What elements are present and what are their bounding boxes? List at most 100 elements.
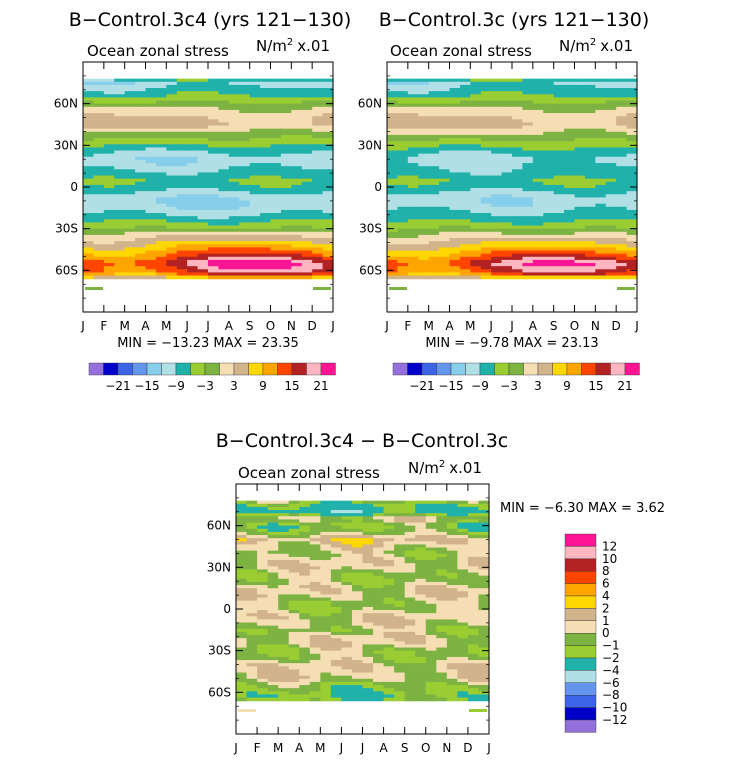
heatmap-cell <box>103 216 115 220</box>
heatmap-cell <box>155 247 167 252</box>
heatmap-cell <box>595 231 607 236</box>
heatmap-cell <box>383 625 395 630</box>
heatmap-cell <box>543 131 555 136</box>
heatmap-cell <box>457 616 469 621</box>
heatmap-cell <box>145 169 157 174</box>
panel-2-title: B−Control.3c (yrs 121−130) <box>379 9 650 31</box>
heatmap-cell <box>553 256 565 261</box>
heatmap-cell <box>312 197 324 202</box>
heatmap-cell <box>626 153 638 158</box>
heatmap-cell <box>407 191 419 195</box>
heatmap-cell <box>373 635 385 639</box>
heatmap-cell <box>501 147 513 152</box>
heatmap-cell <box>407 272 419 277</box>
heatmap-cell <box>176 269 188 274</box>
heatmap-cell <box>166 106 178 111</box>
heatmap-cell <box>291 153 303 158</box>
heatmap-cell <box>93 178 105 183</box>
heatmap-cell <box>228 253 240 258</box>
heatmap-cell <box>301 153 313 158</box>
heatmap-cell <box>124 203 136 208</box>
heatmap-cell <box>257 669 269 674</box>
heatmap-cell <box>512 144 524 149</box>
heatmap-cell <box>394 541 406 546</box>
heatmap-cell <box>155 141 167 145</box>
heatmap-cell <box>428 163 440 167</box>
heatmap-cell <box>246 531 258 536</box>
heatmap-cell <box>383 691 395 696</box>
heatmap-cell <box>103 122 115 127</box>
heatmap-cell <box>605 122 617 127</box>
heatmap-cell <box>425 538 437 542</box>
heatmap-cell <box>383 660 395 664</box>
heatmap-cell <box>394 647 406 652</box>
heatmap-cell <box>280 106 292 111</box>
heatmap-cell <box>512 178 524 183</box>
heatmap-cell <box>605 134 617 139</box>
heatmap-cell <box>480 194 492 199</box>
heatmap-cell <box>501 109 513 114</box>
heatmap-cell <box>428 175 440 180</box>
heatmap-cell <box>616 225 628 230</box>
heatmap-cell <box>584 234 596 239</box>
heatmap-cell <box>166 269 178 274</box>
heatmap-cell <box>491 241 503 245</box>
heatmap-cell <box>564 116 576 120</box>
heatmap-cell <box>501 141 513 145</box>
heatmap-cell <box>428 156 440 161</box>
heatmap-cell <box>373 588 385 592</box>
heatmap-cell <box>288 685 300 689</box>
heatmap-cell <box>595 128 607 133</box>
heatmap-cell <box>239 269 251 274</box>
heatmap-cell <box>246 619 258 624</box>
heatmap-cell <box>616 141 628 145</box>
heatmap-cell <box>239 84 251 89</box>
heatmap-cell <box>239 153 251 158</box>
heatmap-cell <box>270 219 282 224</box>
heatmap-cell <box>470 216 482 220</box>
heatmap-cell <box>291 141 303 145</box>
heatmap-cell <box>257 556 269 561</box>
heatmap-cell <box>322 147 334 152</box>
heatmap-cell <box>291 144 303 149</box>
heatmap-cell <box>449 134 461 139</box>
heatmap-cell <box>135 175 147 180</box>
heatmap-cell <box>166 147 178 152</box>
heatmap-cell <box>176 234 188 239</box>
heatmap-cell <box>260 244 272 249</box>
heatmap-cell <box>574 206 586 211</box>
heatmap-cell <box>574 97 586 102</box>
heatmap-cell <box>467 685 480 689</box>
heatmap-cell <box>574 238 586 242</box>
heatmap-cell <box>478 547 490 552</box>
heatmap-cell <box>208 275 220 280</box>
heatmap-cell <box>124 88 136 92</box>
heatmap-cell <box>491 128 503 133</box>
colorbar-swatch <box>103 362 119 376</box>
heatmap-cell <box>187 128 199 133</box>
heatmap-cell <box>270 178 282 183</box>
heatmap-cell <box>397 116 409 120</box>
heatmap-cell <box>145 81 157 86</box>
heatmap-cell <box>404 563 416 567</box>
heatmap-cell <box>418 113 430 117</box>
heatmap-cell <box>288 650 300 655</box>
heatmap-cell <box>267 588 279 592</box>
heatmap-cell <box>291 113 303 117</box>
heatmap-cell <box>228 244 240 249</box>
heatmap-cell <box>404 625 416 630</box>
heatmap-cell <box>135 138 147 142</box>
heatmap-cell <box>280 219 292 224</box>
heatmap-cell <box>218 197 230 202</box>
heatmap-cell <box>197 206 209 211</box>
heatmap-cell <box>228 256 240 261</box>
heatmap-cell <box>626 138 638 142</box>
colorbar-swatch <box>132 362 148 376</box>
heatmap-cell <box>397 253 409 258</box>
heatmap-cell <box>312 200 324 205</box>
heatmap-cell <box>301 106 313 111</box>
heatmap-cell <box>83 225 95 230</box>
heatmap-cell <box>459 169 471 174</box>
heatmap-cell <box>166 181 178 186</box>
heatmap-cell <box>428 184 440 189</box>
